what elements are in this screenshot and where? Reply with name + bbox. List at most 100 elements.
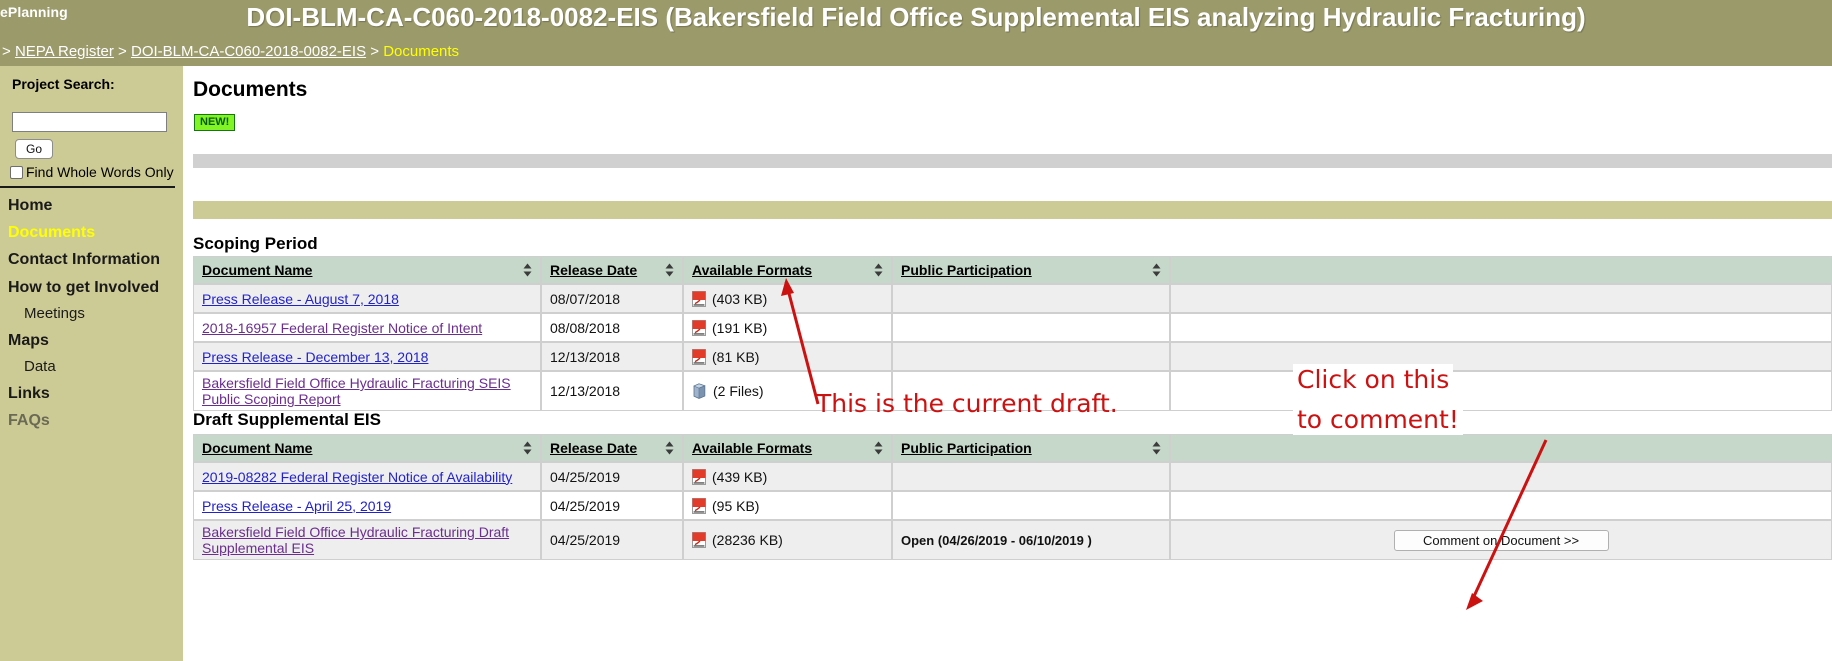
cell-release-date: 08/08/2018 xyxy=(541,313,683,342)
section-heading-draft-supplemental-eis: Draft Supplemental EIS xyxy=(193,410,381,429)
breadcrumb-link-nepa-register[interactable]: NEPA Register xyxy=(14,43,114,60)
column-header-actions xyxy=(1170,256,1832,284)
cell-document-name: Bakersfield Field Office Hydraulic Fract… xyxy=(193,371,541,411)
column-header-public-participation[interactable]: Public Participation xyxy=(892,434,1170,462)
column-header-available-formats[interactable]: Available Formats xyxy=(683,434,892,462)
cell-action xyxy=(1170,491,1832,520)
grey-separator-bar xyxy=(193,154,1832,168)
cell-document-name: Bakersfield Field Office Hydraulic Fract… xyxy=(193,520,541,560)
column-header-release-date[interactable]: Release Date xyxy=(541,256,683,284)
page-title: Documents xyxy=(193,78,308,101)
table-row: 2018-16957 Federal Register Notice of In… xyxy=(193,313,1832,342)
cell-available-formats: (2 Files) xyxy=(683,371,892,411)
find-whole-words-row[interactable]: Find Whole Words Only xyxy=(10,164,174,180)
project-search-label: Project Search: xyxy=(12,76,115,92)
cell-document-name: Press Release - August 7, 2018 xyxy=(193,284,541,313)
document-link[interactable]: Press Release - December 13, 2018 xyxy=(202,348,429,365)
sidebar-item-meetings[interactable]: Meetings xyxy=(24,304,85,322)
format-size: (81 KB) xyxy=(712,348,760,365)
sort-icon[interactable] xyxy=(1152,263,1161,277)
sort-icon[interactable] xyxy=(523,263,532,277)
column-header-actions xyxy=(1170,434,1832,462)
cell-available-formats: (403 KB) xyxy=(683,284,892,313)
sidebar-item-contact-information[interactable]: Contact Information xyxy=(8,251,160,269)
pdf-icon[interactable] xyxy=(692,290,706,307)
cell-action: Comment on Document >> xyxy=(1170,520,1832,560)
cell-document-name: Press Release - December 13, 2018 xyxy=(193,342,541,371)
sidebar-item-faqs[interactable]: FAQs xyxy=(8,412,50,430)
sidebar-item-links[interactable]: Links xyxy=(8,384,50,402)
format-size: (28236 KB) xyxy=(712,532,783,548)
document-link[interactable]: Bakersfield Field Office Hydraulic Fract… xyxy=(202,375,511,407)
cell-release-date: 12/13/2018 xyxy=(541,342,683,371)
sort-icon[interactable] xyxy=(523,441,532,455)
cell-release-date: 12/13/2018 xyxy=(541,371,683,411)
breadcrumb: > NEPA Register > DOI-BLM-CA-C060-2018-0… xyxy=(0,41,1832,66)
column-header-public-participation[interactable]: Public Participation xyxy=(892,256,1170,284)
find-whole-words-checkbox[interactable] xyxy=(10,165,23,179)
cell-available-formats: (81 KB) xyxy=(683,342,892,371)
cell-release-date: 04/25/2019 xyxy=(541,462,683,491)
cell-document-name: 2019-08282 Federal Register Notice of Av… xyxy=(193,462,541,491)
column-header-available-formats[interactable]: Available Formats xyxy=(683,256,892,284)
cell-release-date: 08/07/2018 xyxy=(541,284,683,313)
cell-public-participation xyxy=(892,313,1170,342)
breadcrumb-separator-2: > xyxy=(370,43,380,60)
sidebar-item-how-to-get-involved[interactable]: How to get Involved xyxy=(8,278,160,296)
column-header-document-name[interactable]: Document Name xyxy=(193,256,541,284)
pdf-icon[interactable] xyxy=(692,497,706,514)
sidebar-item-home[interactable]: Home xyxy=(8,197,53,214)
page-banner-title: DOI-BLM-CA-C060-2018-0082-EIS (Bakersfie… xyxy=(246,2,1586,32)
pdf-icon[interactable] xyxy=(692,532,706,548)
sidebar-nav: Home Documents Contact Information How t… xyxy=(0,192,183,434)
table-header-row: Document Name Release Date Available For… xyxy=(193,256,1832,284)
go-button[interactable]: Go xyxy=(15,139,53,159)
pdf-icon[interactable] xyxy=(692,319,706,336)
cell-action xyxy=(1170,313,1832,342)
column-header-release-date[interactable]: Release Date xyxy=(541,434,683,462)
pdf-icon[interactable] xyxy=(692,468,706,485)
cell-public-participation xyxy=(892,462,1170,491)
cell-release-date: 04/25/2019 xyxy=(541,491,683,520)
new-badge: NEW! xyxy=(194,114,236,132)
document-link[interactable]: Press Release - April 25, 2019 xyxy=(202,497,392,514)
format-size: (191 KB) xyxy=(712,319,768,336)
sort-icon[interactable] xyxy=(665,263,674,277)
pdf-icon[interactable] xyxy=(692,348,706,365)
sort-icon[interactable] xyxy=(1152,441,1161,455)
sort-icon[interactable] xyxy=(874,263,883,277)
scoping-period-table: Document Name Release Date Available For… xyxy=(193,256,1832,411)
sidebar-item-data[interactable]: Data xyxy=(24,357,56,375)
cell-document-name: Press Release - April 25, 2019 xyxy=(193,491,541,520)
table-row: Press Release - August 7, 2018 08/07/201… xyxy=(193,284,1832,313)
breadcrumb-current-documents: Documents xyxy=(383,43,460,60)
table-row: 2019-08282 Federal Register Notice of Av… xyxy=(193,462,1832,491)
format-size: (439 KB) xyxy=(712,468,768,485)
cell-public-participation xyxy=(892,284,1170,313)
cell-public-participation xyxy=(892,342,1170,371)
draft-supplemental-eis-table: Document Name Release Date Available For… xyxy=(193,434,1832,560)
cell-public-participation xyxy=(892,371,1170,411)
table-row: Press Release - April 25, 2019 04/25/201… xyxy=(193,491,1832,520)
find-whole-words-label: Find Whole Words Only xyxy=(26,164,174,180)
sidebar-item-documents[interactable]: Documents xyxy=(8,224,96,242)
sort-icon[interactable] xyxy=(665,441,674,455)
multi-file-icon[interactable] xyxy=(692,383,707,399)
search-input[interactable] xyxy=(12,112,167,132)
sidebar-item-maps[interactable]: Maps xyxy=(8,331,49,349)
participation-status: Open (04/26/2019 - 06/10/2019 ) xyxy=(901,533,1092,548)
breadcrumb-link-project[interactable]: DOI-BLM-CA-C060-2018-0082-EIS xyxy=(130,43,367,60)
cell-public-participation xyxy=(892,491,1170,520)
comment-on-document-button[interactable]: Comment on Document >> xyxy=(1393,529,1609,551)
cell-public-participation: Open (04/26/2019 - 06/10/2019 ) xyxy=(892,520,1170,560)
cell-available-formats: (95 KB) xyxy=(683,491,892,520)
cell-action xyxy=(1170,462,1832,491)
table-row: Bakersfield Field Office Hydraulic Fract… xyxy=(193,371,1832,411)
column-header-document-name[interactable]: Document Name xyxy=(193,434,541,462)
document-link[interactable]: 2019-08282 Federal Register Notice of Av… xyxy=(202,468,513,485)
breadcrumb-separator-0: > xyxy=(2,43,11,60)
document-link[interactable]: 2018-16957 Federal Register Notice of In… xyxy=(202,319,483,336)
document-link[interactable]: Press Release - August 7, 2018 xyxy=(202,290,399,307)
sort-icon[interactable] xyxy=(874,441,883,455)
document-link[interactable]: Bakersfield Field Office Hydraulic Fract… xyxy=(202,524,510,556)
